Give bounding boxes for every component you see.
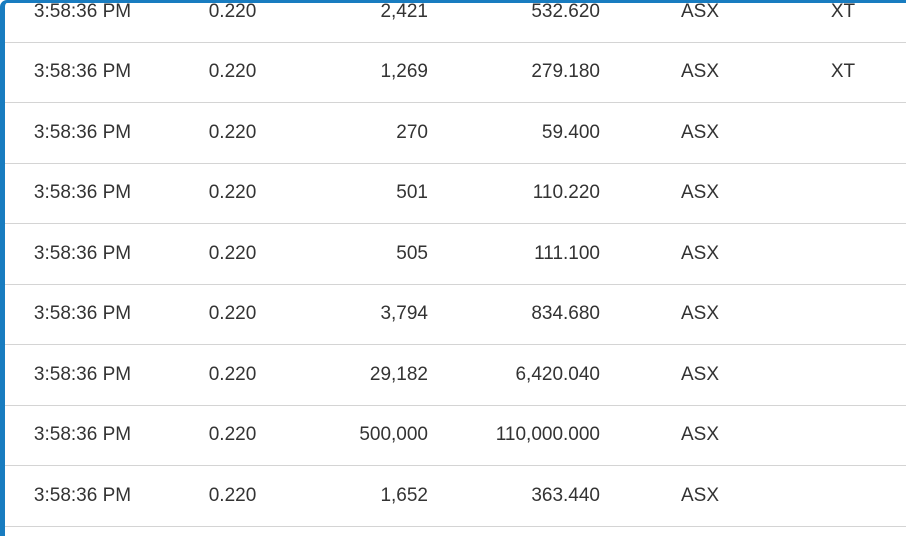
trade-time-cell: 3:58:36 PM	[33, 303, 132, 325]
trade-exchange-cell: ASX	[680, 303, 720, 325]
trade-time-cell: 3:58:36 PM	[33, 121, 132, 143]
trade-quantity-cell: 500,000	[359, 424, 428, 446]
trade-row[interactable]: 3:58:36 PM 0.220 500,000 110,000.000 ASX	[5, 405, 906, 466]
trade-row[interactable]: 3:58:36 PM 0.220 270 59.400 ASX	[5, 103, 906, 164]
trade-row[interactable]: 3:58:36 PM 0.220 505 111.100 ASX	[5, 224, 906, 285]
trade-exchange-cell: ASX	[680, 363, 720, 385]
trade-condition-cell: XT	[830, 0, 856, 22]
trade-price-cell: 0.220	[208, 363, 257, 385]
trade-row[interactable]: 3:58:36 PM 0.220 1,652 363.440 ASX	[5, 466, 906, 527]
trade-exchange-cell: ASX	[680, 0, 720, 22]
trade-row[interactable]: 3:58:36 PM 0.220 29,182 6,420.040 ASX	[5, 345, 906, 406]
trade-value-cell: 59.400	[541, 121, 600, 143]
trade-exchange-cell: ASX	[680, 182, 720, 204]
trade-table: 3:58:36 PM 0.220 2,421 532.620 ASX XT 3:…	[5, 0, 906, 527]
trade-value-cell: 111.100	[534, 242, 600, 264]
trade-time-cell: 3:58:36 PM	[33, 242, 132, 264]
trade-time-cell: 3:58:36 PM	[33, 363, 132, 385]
trade-exchange-cell: ASX	[680, 61, 720, 83]
trade-quantity-cell: 501	[396, 182, 428, 204]
trade-row[interactable]: 3:58:36 PM 0.220 1,269 279.180 ASX XT	[5, 42, 906, 103]
trade-time-cell: 3:58:36 PM	[33, 61, 132, 83]
trade-exchange-cell: ASX	[680, 242, 720, 264]
trade-value-cell: 6,420.040	[515, 363, 600, 385]
trade-price-cell: 0.220	[208, 242, 257, 264]
trade-value-cell: 363.440	[531, 484, 600, 506]
trade-quantity-cell: 1,269	[380, 61, 428, 83]
trade-value-cell: 110.220	[532, 182, 600, 204]
trade-exchange-cell: ASX	[680, 484, 720, 506]
trade-price-cell: 0.220	[208, 303, 257, 325]
trade-value-cell: 110,000.000	[495, 424, 600, 446]
trade-price-cell: 0.220	[208, 424, 257, 446]
trade-price-cell: 0.220	[208, 121, 257, 143]
trade-time-cell: 3:58:36 PM	[33, 0, 132, 22]
trade-row[interactable]: 3:58:36 PM 0.220 2,421 532.620 ASX XT	[5, 0, 906, 43]
trade-value-cell: 279.180	[531, 61, 600, 83]
trade-row[interactable]: 3:58:36 PM 0.220 3,794 834.680 ASX	[5, 284, 906, 345]
trade-quantity-cell: 270	[396, 121, 428, 143]
trade-price-cell: 0.220	[208, 484, 257, 506]
trade-value-cell: 834.680	[531, 303, 600, 325]
trade-time-cell: 3:58:36 PM	[33, 182, 132, 204]
trade-exchange-cell: ASX	[680, 121, 720, 143]
trade-price-cell: 0.220	[208, 0, 257, 22]
trade-quantity-cell: 3,794	[380, 303, 428, 325]
trade-condition-cell: XT	[830, 61, 856, 83]
trade-time-cell: 3:58:36 PM	[33, 484, 132, 506]
trade-row[interactable]: 3:58:36 PM 0.220 501 110.220 ASX	[5, 163, 906, 224]
trade-exchange-cell: ASX	[680, 424, 720, 446]
trade-quantity-cell: 29,182	[369, 363, 428, 385]
trade-price-cell: 0.220	[208, 182, 257, 204]
trade-price-cell: 0.220	[208, 61, 257, 83]
trade-value-cell: 532.620	[531, 0, 600, 22]
trade-quantity-cell: 1,652	[380, 484, 428, 506]
trade-quantity-cell: 505	[396, 242, 428, 264]
trade-time-cell: 3:58:36 PM	[33, 424, 132, 446]
trade-quantity-cell: 2,421	[380, 0, 428, 22]
